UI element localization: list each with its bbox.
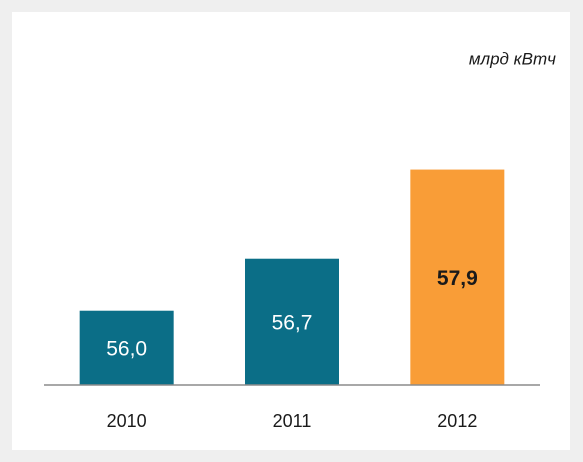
data-label: 56,7 <box>272 311 313 334</box>
unit-label: млрд кВтч <box>469 49 556 68</box>
bar <box>245 258 339 385</box>
data-label: 57,9 <box>437 267 478 290</box>
x-tick-label: 2010 <box>107 411 147 431</box>
bar <box>79 310 174 385</box>
data-label: 56,0 <box>106 337 147 360</box>
x-tick-label: 2012 <box>437 411 477 431</box>
bar <box>410 169 505 385</box>
x-tick-label: 2011 <box>273 411 312 431</box>
